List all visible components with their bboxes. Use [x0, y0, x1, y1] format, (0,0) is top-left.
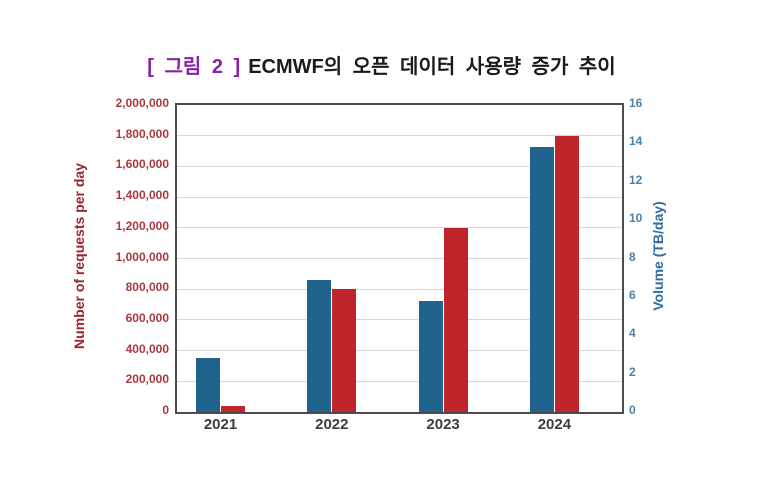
bar-volume-2024: [529, 147, 554, 412]
y-axis-left-tick: 1,800,000: [115, 126, 169, 141]
y-axis-left-tick: 200,000: [125, 372, 169, 387]
gridline: [177, 350, 622, 352]
y-axis-right-tick: 6: [629, 287, 636, 302]
bar-requests-2024: [554, 135, 579, 412]
y-axis-right-tick: 4: [629, 326, 636, 341]
y-axis-left-tick: 1,600,000: [115, 157, 169, 172]
y-axis-right-tick: 16: [629, 96, 643, 110]
bar-requests-2021: [221, 405, 245, 412]
gridline: [177, 196, 622, 198]
y-axis-left-tick: 1,400,000: [115, 188, 169, 203]
gridline: [177, 227, 622, 229]
gridline: [177, 258, 622, 259]
x-axis-label-2022: 2022: [315, 416, 349, 433]
bar-requests-2023: [443, 227, 468, 412]
figure-caption-number: [ 그림 2 ]: [147, 56, 241, 78]
bar-volume-2023: [418, 300, 443, 412]
bar-volume-2022: [307, 279, 332, 412]
y-axis-left-title: Number of requests per day: [71, 163, 87, 349]
y-axis-left-tick: 600,000: [125, 310, 169, 325]
y-axis-left-tick: 2,000,000: [115, 96, 169, 110]
gridline: [177, 165, 622, 167]
x-axis-label-2024: 2024: [537, 416, 572, 433]
y-axis-right-tick: 12: [629, 172, 643, 187]
y-axis-right-title: Volume (TB/day): [650, 201, 666, 311]
bar-requests-2022: [332, 289, 357, 412]
gridline: [177, 380, 622, 382]
chart-plot-area: [175, 103, 624, 414]
x-axis-label-2021: 2021: [203, 416, 238, 433]
gridline: [177, 319, 622, 321]
y-axis-left-tick: 1,200,000: [115, 218, 169, 233]
y-axis-right-tick: 2: [629, 364, 636, 379]
bar-volume-2021: [196, 358, 220, 412]
y-axis-right-tick: 14: [629, 134, 643, 149]
x-axis-label-2023: 2023: [426, 416, 460, 433]
y-axis-left-tick: 400,000: [125, 341, 169, 356]
figure-caption-title: ECMWF의 오픈 데이터 사용량 증가 추이: [248, 56, 616, 78]
y-axis-right-tick: 0: [629, 403, 636, 417]
y-axis-right-tick: 8: [629, 249, 636, 264]
figure-caption: [ 그림 2 ] ECMWF의 오픈 데이터 사용량 증가 추이: [0, 50, 763, 79]
y-axis-right-tick: 10: [629, 211, 643, 226]
gridline: [177, 135, 622, 137]
y-axis-left-tick: 800,000: [125, 280, 169, 295]
gridline: [177, 288, 622, 290]
y-axis-left-tick: 0: [162, 403, 169, 417]
y-axis-left-tick: 1,000,000: [115, 249, 169, 264]
